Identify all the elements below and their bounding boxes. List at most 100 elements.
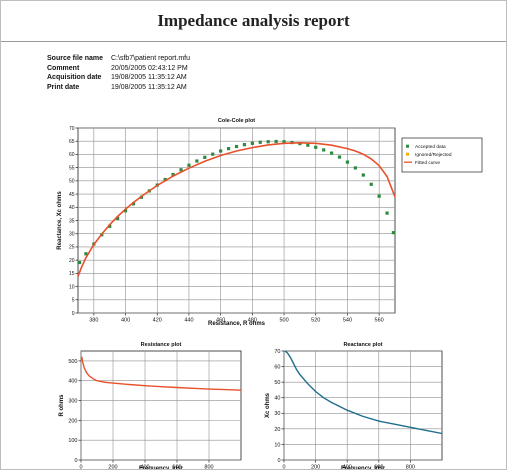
data-point <box>274 139 278 144</box>
y-tick-label: 65 <box>69 139 75 145</box>
legend: Accepted data Ignored/Rejected Fitted curv… <box>401 137 483 173</box>
data-point <box>361 173 365 177</box>
y-tick-label: 30 <box>69 231 75 237</box>
x-tick-label: 380 <box>89 318 98 324</box>
metadata-label: Comment <box>47 64 80 72</box>
data-point <box>266 140 270 144</box>
y-tick-label: 30 <box>274 411 280 417</box>
y-tick-label: 55 <box>69 165 75 171</box>
series-line <box>284 350 443 435</box>
data-point <box>353 166 357 170</box>
y-axis-label: Xc ohms <box>265 392 271 418</box>
x-tick-label: 560 <box>375 318 384 324</box>
y-tick-label: 60 <box>69 152 75 158</box>
data-point <box>314 145 318 149</box>
data-point <box>211 152 215 156</box>
metadata-row-print-date: Print date 19/08/2005 11:35:12 AM <box>47 83 190 93</box>
metadata-row-acquisition-date: Acquisition date 19/08/2005 11:35:12 AM <box>47 73 190 83</box>
y-tick-label: 45 <box>69 192 75 198</box>
data-point <box>345 160 350 164</box>
metadata-label: Source file name <box>47 55 104 62</box>
y-tick-label: 100 <box>68 438 77 444</box>
chart-2: 0 200 400 600 800 0 100 200 300 400 500 Resistance … <box>59 342 242 470</box>
x-tick-label: 800 <box>204 465 213 470</box>
y-tick-label: 20 <box>274 427 280 433</box>
x-tick-label: 460 <box>216 318 225 324</box>
data-point <box>250 141 254 145</box>
x-tick-label: 400 <box>121 318 130 324</box>
x-axis-label: Frequency, kHz <box>139 466 183 469</box>
metadata-label: Print date <box>47 84 80 92</box>
x-tick-label: 0 <box>282 465 285 470</box>
x-axis-label: Frequency, kHz <box>341 466 385 469</box>
data-point <box>330 151 334 155</box>
y-tick-label: 200 <box>68 418 77 424</box>
x-tick-label: 420 <box>153 318 162 324</box>
y-tick-label: 5 <box>72 298 75 304</box>
y-tick-label: 0 <box>72 311 75 317</box>
legend-box <box>401 137 483 173</box>
metadata-value: C:\sfb7\patient report.mfu <box>111 55 190 62</box>
x-tick-label: 480 <box>248 318 257 324</box>
y-tick-label: 70 <box>274 349 280 355</box>
data-point <box>322 148 326 152</box>
legend-label: Fitted curve <box>415 160 440 166</box>
x-tick-label: 0 <box>79 465 82 470</box>
data-point <box>226 147 231 151</box>
y-tick-label: 70 <box>69 126 75 132</box>
chart-title: Cole-Cole plot <box>218 118 255 124</box>
y-tick-label: 25 <box>69 245 75 251</box>
data-point <box>108 224 112 228</box>
legend-marker <box>406 152 409 156</box>
data-point <box>242 143 247 147</box>
y-axis-label: Reactance, Xc ohms <box>57 191 63 250</box>
legend-label: Accepted data <box>415 144 446 150</box>
x-tick-label: 520 <box>311 318 320 324</box>
series-line <box>81 356 242 391</box>
metadata-value: 19/08/2005 11:35:12 AM <box>111 84 187 92</box>
y-tick-label: 50 <box>274 380 280 386</box>
data-point <box>84 252 88 256</box>
metadata-row-comment: Comment 20/05/2005 02:43:12 PM <box>47 64 190 74</box>
chart-title: Resistance plot <box>141 342 182 348</box>
legend-label: Ignored/Rejected <box>415 152 452 158</box>
report-title: Impedance analysis report <box>1 1 506 42</box>
y-tick-label: 50 <box>69 179 75 185</box>
data-point <box>203 155 207 159</box>
data-point <box>116 216 120 220</box>
y-tick-label: 10 <box>274 442 280 448</box>
data-point <box>282 140 286 144</box>
metadata-value: 20/05/2005 02:43:12 PM <box>111 64 188 72</box>
y-tick-label: 400 <box>68 379 77 385</box>
chart-1: 380 400 420 440 460 480 500 520 540 560 0 5 10 15 20 25… <box>57 118 483 327</box>
x-tick-label: 400 <box>140 465 149 470</box>
data-point <box>377 194 381 198</box>
report-metadata: Source file name C:\sfb7\patient report.m… <box>47 54 190 93</box>
y-tick-label: 35 <box>69 218 75 224</box>
y-axis-label: R ohms <box>59 394 65 417</box>
data-point <box>234 144 239 149</box>
data-point <box>219 149 223 153</box>
x-tick-label: 400 <box>343 465 352 470</box>
y-tick-label: 0 <box>277 458 280 464</box>
data-point <box>306 143 310 147</box>
x-tick-label: 440 <box>184 318 193 324</box>
metadata-label: Acquisition date <box>47 74 102 82</box>
data-point <box>195 159 199 163</box>
x-tick-label: 200 <box>311 465 320 470</box>
data-point <box>337 155 342 159</box>
chart-3: 0 200 400 600 800 0 10 20 30 40 50 60 70 Reactance pl… <box>265 342 443 470</box>
x-tick-label: 800 <box>406 465 415 470</box>
x-tick-label: 600 <box>374 465 383 470</box>
y-tick-label: 60 <box>274 364 280 370</box>
y-tick-label: 15 <box>69 271 75 277</box>
data-point <box>131 202 136 206</box>
y-tick-label: 20 <box>69 258 75 264</box>
series-line <box>77 141 396 277</box>
data-point <box>171 172 175 177</box>
data-point <box>163 177 167 182</box>
x-axis-label: Resistance, R ohms <box>208 321 266 327</box>
data-point <box>258 140 262 144</box>
